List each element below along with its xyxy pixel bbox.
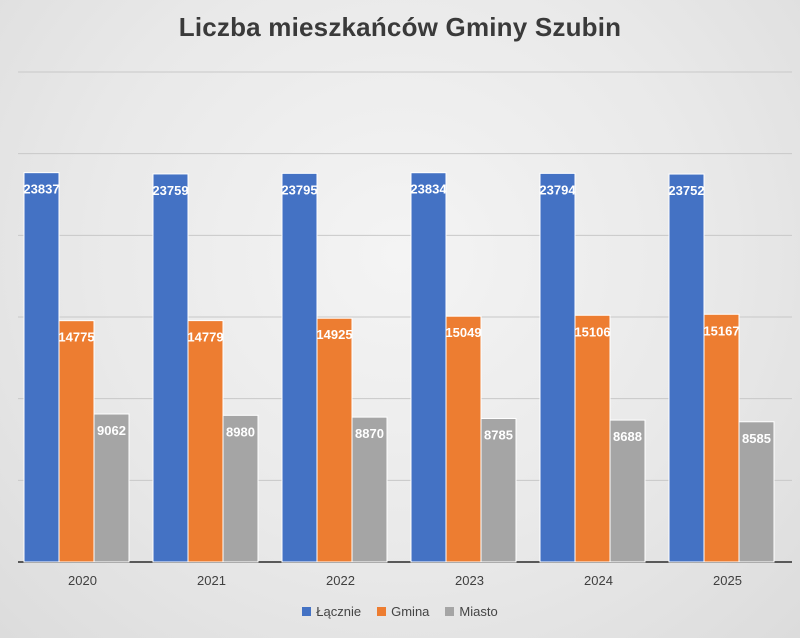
x-tick-label: 2025 xyxy=(713,573,742,588)
data-label: 14775 xyxy=(58,330,94,345)
x-tick-label: 2024 xyxy=(584,573,613,588)
bar-gmina xyxy=(445,315,482,563)
bar-miasto xyxy=(609,419,646,563)
bar--cznie xyxy=(23,172,60,563)
bar-miasto xyxy=(93,413,130,563)
bar-miasto xyxy=(222,414,259,563)
bar--cznie xyxy=(539,172,576,563)
legend-label: Miasto xyxy=(459,604,498,619)
legend-item: Miasto xyxy=(445,604,498,619)
x-tick-label: 2020 xyxy=(68,573,97,588)
data-label: 23759 xyxy=(152,183,188,198)
data-label: 15049 xyxy=(445,325,481,340)
legend: Łącznie Gmina Miasto xyxy=(0,604,800,619)
data-label: 14779 xyxy=(187,330,223,345)
data-label: 8870 xyxy=(355,426,384,441)
legend-label: Gmina xyxy=(391,604,430,619)
legend-item: Łącznie xyxy=(302,604,361,619)
data-label: 23795 xyxy=(281,182,317,197)
bar-gmina xyxy=(703,313,740,563)
data-label: 23752 xyxy=(668,183,704,198)
data-label: 8785 xyxy=(484,428,513,443)
bar--cznie xyxy=(281,172,318,563)
legend-swatch xyxy=(377,607,387,616)
data-label: 15106 xyxy=(574,324,610,339)
x-tick-label: 2021 xyxy=(197,573,226,588)
legend-label: Łącznie xyxy=(316,604,362,619)
legend-swatch xyxy=(445,607,455,616)
bar--cznie xyxy=(152,173,189,563)
bar--cznie xyxy=(410,172,447,563)
bar-gmina xyxy=(574,314,611,563)
bar-miasto xyxy=(480,418,517,563)
data-label: 23794 xyxy=(539,182,576,197)
legend-item: Gmina xyxy=(377,604,429,619)
data-label: 23837 xyxy=(23,182,59,197)
data-label: 9062 xyxy=(97,423,126,438)
data-label: 15167 xyxy=(703,323,739,338)
data-label: 23834 xyxy=(410,182,447,197)
x-tick-label: 2022 xyxy=(326,573,355,588)
x-tick-label: 2023 xyxy=(455,573,484,588)
data-label: 8688 xyxy=(613,429,642,444)
bar--cznie xyxy=(668,173,705,563)
bar-gmina xyxy=(187,320,224,563)
bar-miasto xyxy=(351,416,388,563)
bar-miasto xyxy=(738,421,775,563)
data-label: 14925 xyxy=(316,327,352,342)
bar-gmina xyxy=(316,317,353,563)
legend-swatch xyxy=(302,607,312,616)
data-label: 8980 xyxy=(226,424,255,439)
data-label: 8585 xyxy=(742,431,771,446)
chart-title: Liczba mieszkańców Gminy Szubin xyxy=(178,12,622,42)
bar-gmina xyxy=(58,320,95,563)
